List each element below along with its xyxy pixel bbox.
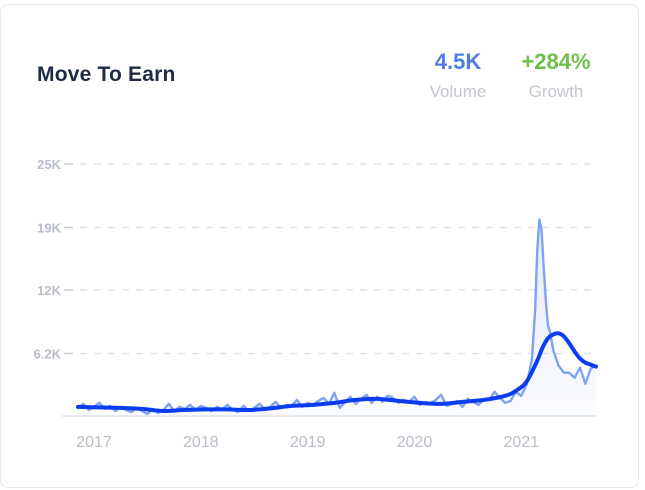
raw-area bbox=[78, 219, 596, 416]
growth-label: Growth bbox=[528, 82, 584, 101]
volume-stat: 4.5K Volume bbox=[418, 49, 498, 103]
growth-stat: +284% Growth bbox=[508, 49, 604, 103]
series bbox=[76, 218, 598, 416]
raw-series-line bbox=[76, 218, 598, 416]
growth-value: +284% bbox=[521, 49, 591, 74]
grid-lines bbox=[62, 163, 596, 417]
x-tick-label: 2020 bbox=[397, 434, 433, 451]
y-tick-label: 19K bbox=[37, 221, 61, 236]
trend-series-line bbox=[76, 331, 598, 414]
y-tick-label: 6.2K bbox=[34, 347, 62, 362]
y-axis: 6.2K 12K 19K 25K bbox=[34, 157, 73, 362]
x-tick-label: 2017 bbox=[76, 434, 112, 451]
chart-title: Move To Earn bbox=[37, 63, 176, 86]
x-axis: 2017 2018 2019 2020 2021 bbox=[76, 434, 539, 451]
y-tick-label: 12K bbox=[37, 283, 61, 298]
x-tick-label: 2018 bbox=[183, 434, 219, 451]
volume-value: 4.5K bbox=[434, 49, 482, 74]
x-tick-label: 2019 bbox=[290, 434, 326, 451]
volume-label: Volume bbox=[429, 82, 487, 101]
y-tick-label: 25K bbox=[37, 157, 61, 172]
x-tick-label: 2021 bbox=[503, 434, 539, 451]
